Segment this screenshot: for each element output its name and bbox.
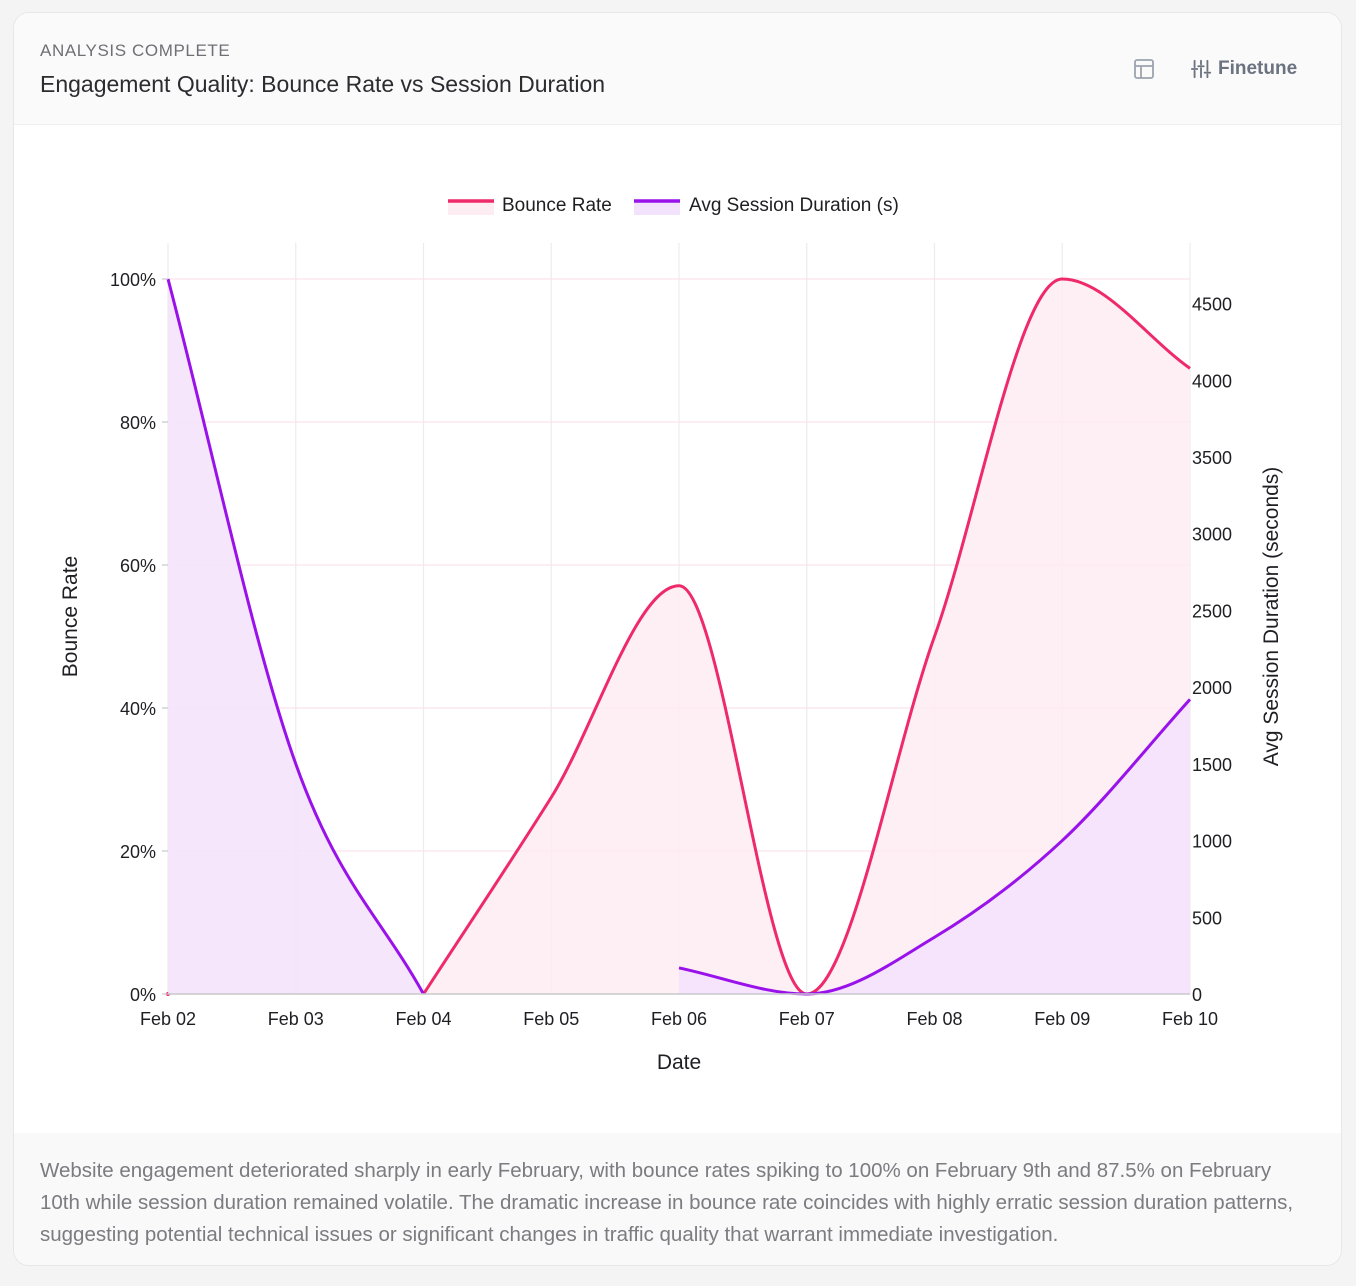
x-tick-label: Feb 05 <box>523 1009 579 1029</box>
page-title: Engagement Quality: Bounce Rate vs Sessi… <box>40 71 606 97</box>
right-axis-title: Avg Session Duration (seconds) <box>1260 467 1283 767</box>
left-tick-label: 60% <box>120 556 156 576</box>
session-duration-area <box>679 699 1190 994</box>
table-icon <box>1134 59 1154 79</box>
engagement-chart: 0% 20% 40% 60% 80% 100% 0 500 1000 1500 2000 2500 30… <box>59 195 1283 1074</box>
right-tick-label: 1000 <box>1192 832 1232 852</box>
right-tick-label: 2500 <box>1192 601 1232 621</box>
x-tick-label: Feb 07 <box>779 1009 835 1029</box>
left-tick-label: 0% <box>130 985 156 1005</box>
legend-swatch-bounce-fill <box>448 201 494 215</box>
left-tick-label: 20% <box>120 842 156 862</box>
status-label: ANALYSIS COMPLETE <box>40 41 231 60</box>
summary-footer: Website engagement deteriorated sharply … <box>14 1133 1341 1265</box>
finetune-label: Finetune <box>1218 58 1298 79</box>
right-tick-label: 1500 <box>1192 755 1232 775</box>
right-tick-label: 3500 <box>1192 448 1232 468</box>
legend-swatch-duration-fill <box>634 201 680 215</box>
right-tick-label: 2000 <box>1192 678 1232 698</box>
bounce-rate-area <box>423 279 1190 994</box>
right-tick-label: 0 <box>1192 985 1202 1005</box>
x-tick-label: Feb 06 <box>651 1009 707 1029</box>
session-duration-line <box>166 278 425 995</box>
x-tick-label: Feb 04 <box>395 1009 451 1029</box>
table-view-button[interactable] <box>1130 55 1158 83</box>
left-tick-label: 40% <box>120 699 156 719</box>
right-tick-label: 4500 <box>1192 295 1232 315</box>
session-duration-area <box>168 279 424 994</box>
chart-area: 0% 20% 40% 60% 80% 100% 0 500 1000 1500 2000 2500 30… <box>14 125 1341 1133</box>
left-axis-title: Bounce Rate <box>59 556 82 677</box>
x-tick-label: Feb 08 <box>906 1009 962 1029</box>
right-tick-label: 3000 <box>1192 525 1232 545</box>
left-tick-label: 80% <box>120 413 156 433</box>
legend-label-bounce: Bounce Rate <box>502 195 612 216</box>
summary-text: Website engagement deteriorated sharply … <box>40 1159 1294 1246</box>
x-tick-label: Feb 09 <box>1034 1009 1090 1029</box>
x-tick-label: Feb 10 <box>1162 1009 1218 1029</box>
session-duration-line <box>678 698 1192 996</box>
x-tick-label: Feb 03 <box>268 1009 324 1029</box>
finetune-button[interactable]: Finetune <box>1190 53 1297 85</box>
x-tick-label: Feb 02 <box>140 1009 196 1029</box>
right-tick-label: 500 <box>1192 908 1222 928</box>
left-tick-label: 100% <box>110 270 156 290</box>
sliders-icon <box>1190 59 1212 79</box>
x-axis-title: Date <box>657 1051 701 1074</box>
card-header: ANALYSIS COMPLETE Engagement Quality: Bo… <box>14 13 1341 125</box>
analysis-card: ANALYSIS COMPLETE Engagement Quality: Bo… <box>13 12 1342 1266</box>
legend-label-duration: Avg Session Duration (s) <box>689 195 899 216</box>
right-tick-label: 4000 <box>1192 371 1232 391</box>
